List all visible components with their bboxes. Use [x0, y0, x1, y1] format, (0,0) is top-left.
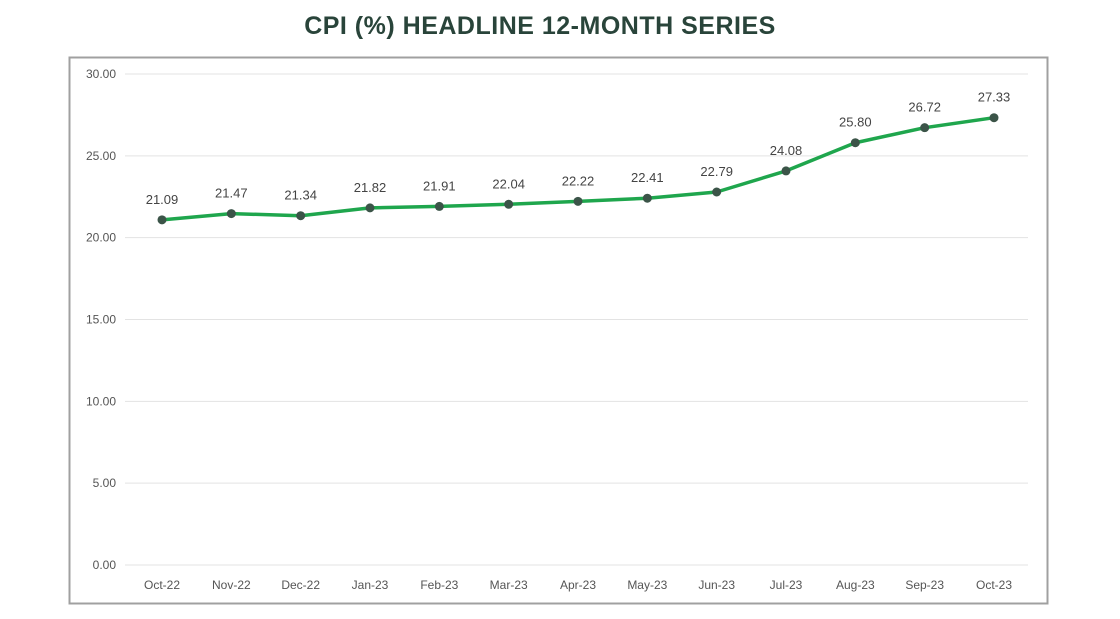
- y-tick-label: 15.00: [86, 313, 116, 327]
- y-tick-label: 5.00: [93, 476, 117, 490]
- data-label: 25.80: [839, 115, 872, 130]
- data-label: 21.09: [146, 192, 179, 207]
- data-point: [712, 187, 722, 197]
- data-label: 22.22: [562, 173, 595, 188]
- data-point: [573, 196, 583, 206]
- y-tick-label: 25.00: [86, 149, 116, 163]
- data-label: 26.72: [908, 100, 941, 115]
- data-label: 21.34: [284, 188, 317, 203]
- data-label: 22.04: [492, 176, 525, 191]
- x-tick-label: Sep-23: [905, 578, 944, 592]
- x-tick-label: Oct-22: [144, 578, 180, 592]
- x-tick-label: Nov-22: [212, 578, 251, 592]
- plot-frame: [68, 56, 1049, 605]
- data-label: 22.41: [631, 170, 664, 185]
- x-tick-label: Dec-22: [281, 578, 320, 592]
- y-tick-label: 10.00: [86, 394, 116, 408]
- data-point: [920, 123, 930, 133]
- x-tick-label: Aug-23: [836, 578, 875, 592]
- data-label: 27.33: [978, 90, 1011, 105]
- data-point: [781, 166, 791, 176]
- data-point: [850, 138, 860, 148]
- x-tick-label: Feb-23: [420, 578, 458, 592]
- data-point: [989, 113, 999, 123]
- x-tick-label: Mar-23: [490, 578, 528, 592]
- x-tick-label: Apr-23: [560, 578, 596, 592]
- data-point: [434, 201, 444, 211]
- chart-title: CPI (%) HEADLINE 12-MONTH SERIES: [304, 12, 776, 40]
- data-point: [226, 209, 236, 219]
- y-tick-label: 30.00: [86, 67, 116, 81]
- data-label: 21.82: [354, 180, 387, 195]
- data-label: 24.08: [770, 143, 803, 158]
- data-label: 21.47: [215, 186, 248, 201]
- x-tick-label: May-23: [627, 578, 667, 592]
- data-point: [365, 203, 375, 213]
- data-point: [504, 199, 514, 209]
- data-point: [157, 215, 167, 225]
- y-tick-label: 20.00: [86, 231, 116, 245]
- y-tick-label: 0.00: [93, 558, 117, 572]
- data-label: 22.79: [700, 164, 733, 179]
- data-label: 21.91: [423, 178, 456, 193]
- x-tick-label: Jun-23: [698, 578, 735, 592]
- x-tick-label: Oct-23: [976, 578, 1012, 592]
- data-point: [642, 193, 652, 203]
- x-tick-label: Jul-23: [770, 578, 803, 592]
- x-tick-label: Jan-23: [352, 578, 389, 592]
- data-point: [296, 211, 306, 221]
